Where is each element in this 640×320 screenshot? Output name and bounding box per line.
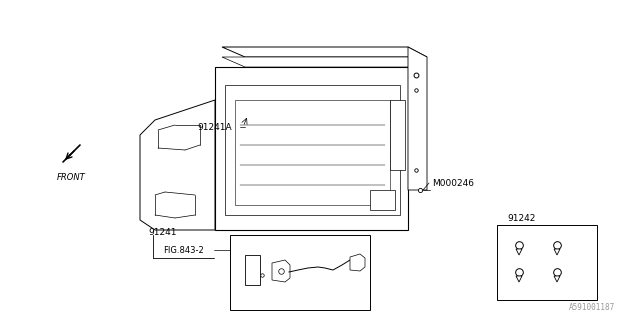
Text: A591001187: A591001187: [569, 303, 615, 312]
Polygon shape: [225, 85, 400, 215]
Polygon shape: [272, 260, 290, 282]
Polygon shape: [390, 100, 405, 170]
Polygon shape: [516, 276, 522, 282]
Polygon shape: [140, 100, 215, 230]
Text: 91241A: 91241A: [197, 123, 232, 132]
Text: FRONT: FRONT: [56, 173, 85, 182]
Polygon shape: [245, 255, 260, 285]
Polygon shape: [554, 276, 560, 282]
Polygon shape: [235, 100, 390, 205]
Polygon shape: [516, 249, 522, 255]
Polygon shape: [215, 67, 408, 230]
Polygon shape: [370, 190, 395, 210]
Polygon shape: [222, 57, 427, 67]
Polygon shape: [350, 254, 365, 271]
Polygon shape: [554, 249, 560, 255]
Text: 91242: 91242: [508, 213, 536, 222]
Polygon shape: [222, 47, 427, 57]
Polygon shape: [408, 47, 427, 190]
Bar: [497, 225, 597, 300]
Text: M000246: M000246: [432, 179, 474, 188]
Text: FIG.843-2: FIG.843-2: [163, 245, 204, 254]
Text: 91241: 91241: [148, 228, 177, 236]
Bar: [230, 235, 370, 310]
